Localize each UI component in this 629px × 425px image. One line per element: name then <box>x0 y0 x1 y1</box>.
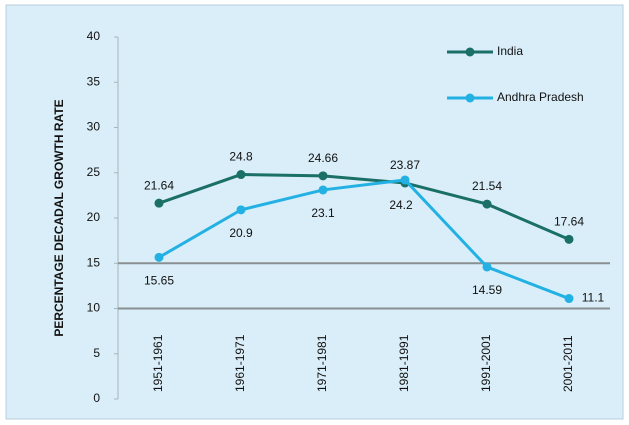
legend-label: India <box>497 44 523 58</box>
x-tick-label: 1991-2001 <box>479 334 493 392</box>
data-label: 15.65 <box>144 274 174 288</box>
data-label: 24.8 <box>229 150 253 164</box>
legend-marker <box>465 93 475 103</box>
data-label: 20.9 <box>229 226 253 240</box>
x-tick-label: 1961-1971 <box>233 334 247 392</box>
x-tick-label: 1951-1961 <box>151 334 165 392</box>
data-label: 21.54 <box>472 179 502 193</box>
y-tick-label: 5 <box>93 346 100 360</box>
y-tick-label: 25 <box>87 165 101 179</box>
series-line <box>158 173 570 241</box>
x-tick-label: 2001-2011 <box>561 335 575 392</box>
y-tick-label: 30 <box>87 120 101 134</box>
data-point <box>154 252 164 262</box>
data-point <box>482 199 492 209</box>
y-tick-label: 10 <box>87 301 101 315</box>
data-label: 14.59 <box>472 283 502 297</box>
x-tick-label: 1981-1991 <box>397 334 411 392</box>
data-point <box>236 170 246 180</box>
x-tick-label: 1971-1981 <box>315 334 329 392</box>
data-point <box>400 175 410 185</box>
data-label: 24.66 <box>308 151 338 165</box>
y-tick-label: 0 <box>93 391 100 405</box>
y-tick-label: 15 <box>87 255 101 269</box>
data-label: 11.1 <box>582 291 605 305</box>
y-axis-label: PERCENTAGE DECADAL GROWTH RATE <box>52 99 66 336</box>
data-label: 23.87 <box>390 158 420 172</box>
legend-marker <box>465 47 475 57</box>
y-tick-label: 40 <box>87 29 101 43</box>
legend-label: Andhra Pradesh <box>497 90 584 104</box>
data-point <box>564 234 574 244</box>
data-label: 21.64 <box>144 178 174 192</box>
data-point <box>482 262 492 272</box>
series-line <box>158 178 570 300</box>
data-point <box>318 185 328 195</box>
data-label: 24.2 <box>389 198 413 212</box>
data-label: 23.1 <box>311 206 335 220</box>
data-point <box>154 198 164 208</box>
data-label: 17.64 <box>554 215 584 229</box>
data-point <box>318 171 328 181</box>
y-tick-label: 35 <box>87 74 101 88</box>
y-tick-label: 20 <box>87 210 101 224</box>
data-point <box>236 205 246 215</box>
chart-background <box>5 4 624 420</box>
data-point <box>564 294 574 304</box>
